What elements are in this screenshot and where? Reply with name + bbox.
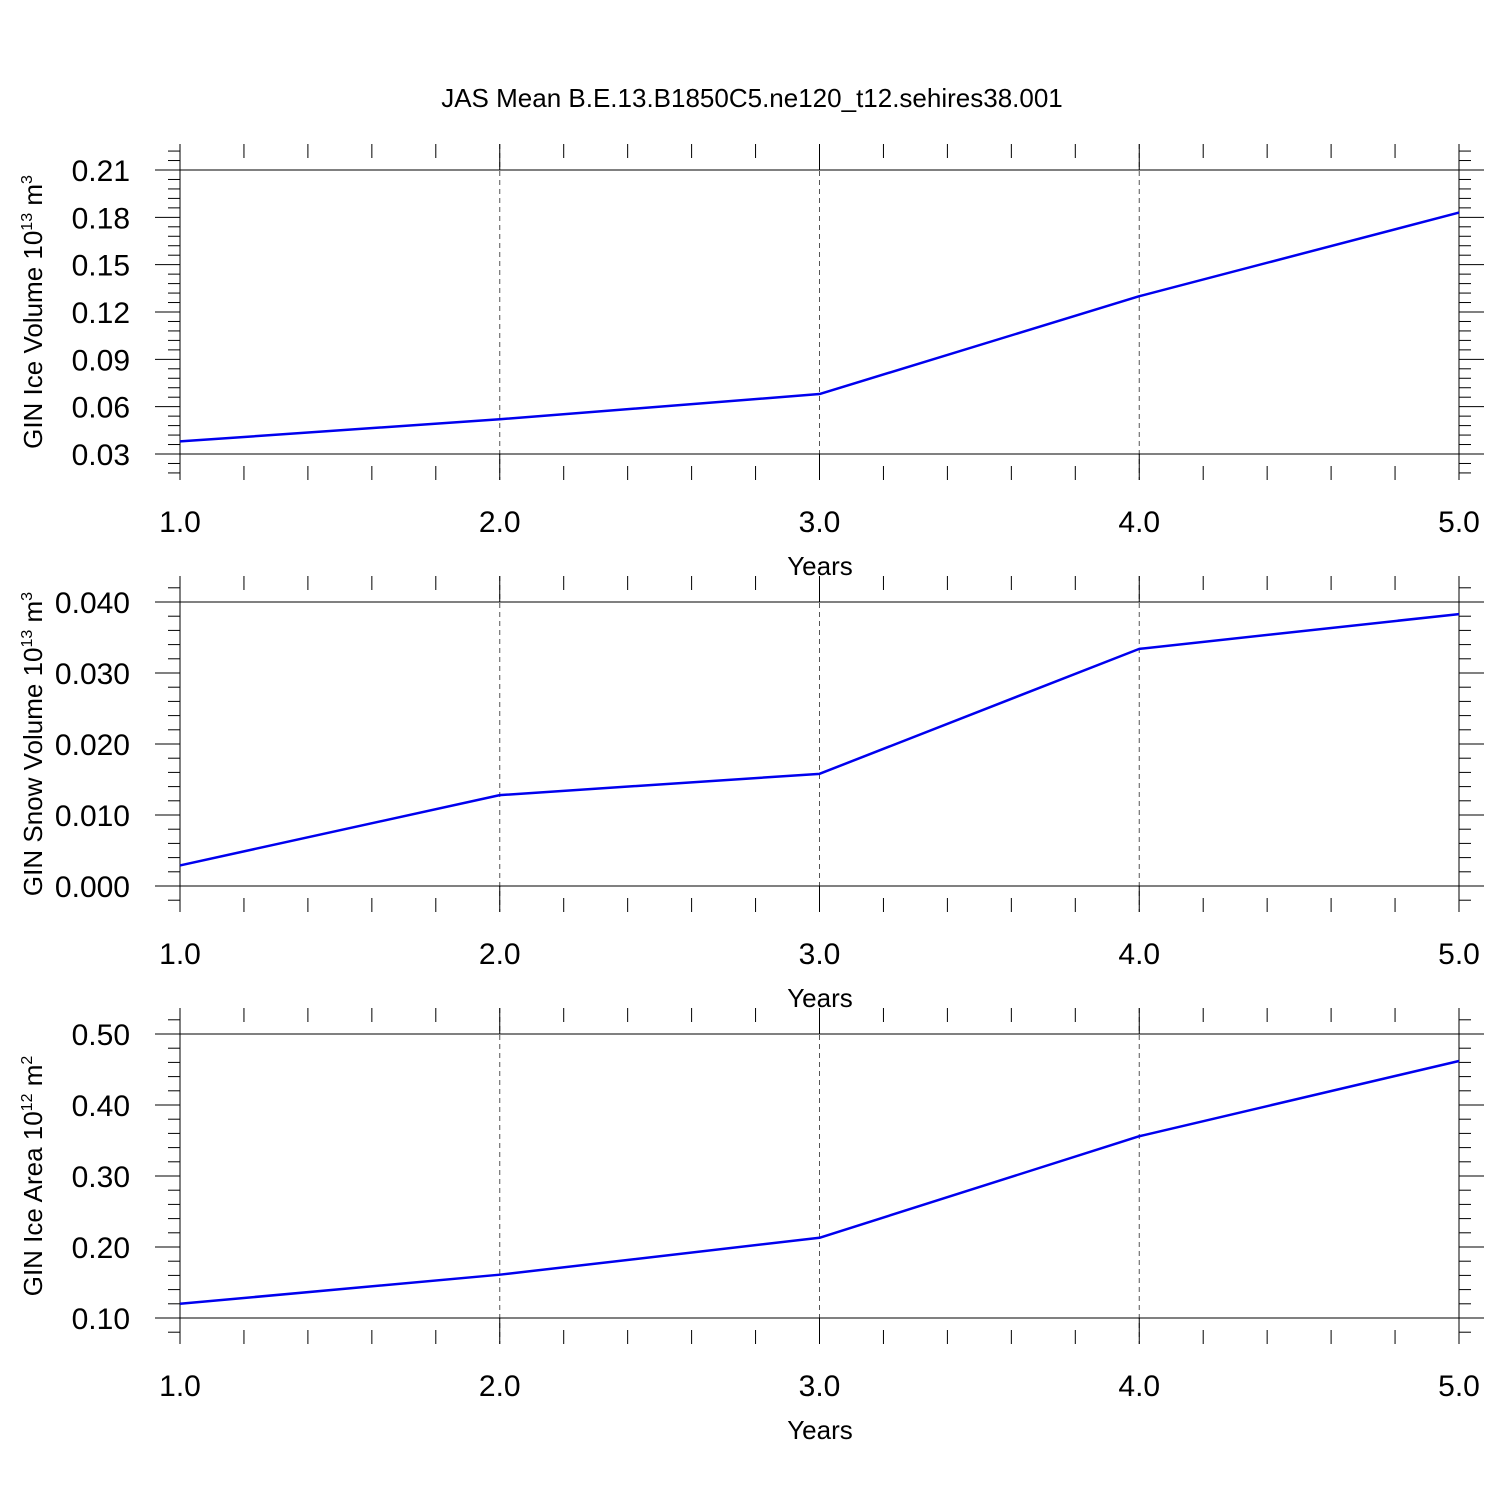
y-tick-label: 0.030 bbox=[55, 658, 130, 691]
y-tick-label: 0.15 bbox=[72, 250, 130, 283]
y-tick-label: 0.50 bbox=[72, 1019, 130, 1052]
x-tick-label: 2.0 bbox=[479, 1370, 521, 1403]
panel-2: 0.000 0.010 0.020 0.030 0.040 1.0 2.0 3.0 4.0 5.0… bbox=[18, 576, 1484, 1013]
y-tick-label: 0.09 bbox=[72, 344, 130, 377]
x-tick-label: 3.0 bbox=[799, 1370, 841, 1403]
x-tick-label: 5.0 bbox=[1438, 1370, 1480, 1403]
y-tick-label: 0.40 bbox=[72, 1090, 130, 1123]
x-tick-label: 5.0 bbox=[1438, 938, 1480, 971]
x-tick-label: 2.0 bbox=[479, 938, 521, 971]
x-tick-label: 4.0 bbox=[1118, 1370, 1160, 1403]
x-tick-label: 2.0 bbox=[479, 506, 521, 539]
y-tick-label: 0.18 bbox=[72, 202, 130, 235]
y-tick-label: 0.30 bbox=[72, 1161, 130, 1194]
x-tick-label: 4.0 bbox=[1118, 938, 1160, 971]
y-tick-label: 0.20 bbox=[72, 1232, 130, 1265]
y-tick-label: 0.03 bbox=[72, 439, 130, 472]
y-tick-label: 0.12 bbox=[72, 297, 130, 330]
y-tick-label: 0.020 bbox=[55, 729, 130, 762]
x-axis-title: Years bbox=[787, 1415, 853, 1445]
y-tick-label: 0.21 bbox=[72, 155, 130, 188]
y-axis-title: GIN Ice Volume 1013 m3 bbox=[18, 175, 48, 449]
panel-3: 0.10 0.20 0.30 0.40 0.50 1.0 2.0 3.0 4.0 5.0 Years… bbox=[18, 1008, 1484, 1445]
x-tick-label: 1.0 bbox=[159, 506, 201, 539]
x-tick-label: 3.0 bbox=[799, 506, 841, 539]
x-tick-label: 5.0 bbox=[1438, 506, 1480, 539]
y-tick-label: 0.06 bbox=[72, 392, 130, 425]
y-tick-label: 0.040 bbox=[55, 587, 130, 620]
y-axis-title: GIN Ice Area 1012 m2 bbox=[18, 1056, 48, 1297]
x-tick-label: 4.0 bbox=[1118, 506, 1160, 539]
x-tick-label: 3.0 bbox=[799, 938, 841, 971]
y-tick-label: 0.010 bbox=[55, 800, 130, 833]
y-tick-label: 0.000 bbox=[55, 871, 130, 904]
y-tick-label: 0.10 bbox=[72, 1303, 130, 1336]
chart-title: JAS Mean B.E.13.B1850C5.ne120_t12.sehire… bbox=[441, 83, 1063, 113]
panel-1: 0.03 0.06 0.09 0.12 0.15 0.18 0.21 1.0 2.0 3.0 4.0… bbox=[18, 144, 1484, 581]
x-tick-label: 1.0 bbox=[159, 1370, 201, 1403]
x-tick-label: 1.0 bbox=[159, 938, 201, 971]
y-axis-title: GIN Snow Volume 1013 m3 bbox=[18, 592, 48, 896]
